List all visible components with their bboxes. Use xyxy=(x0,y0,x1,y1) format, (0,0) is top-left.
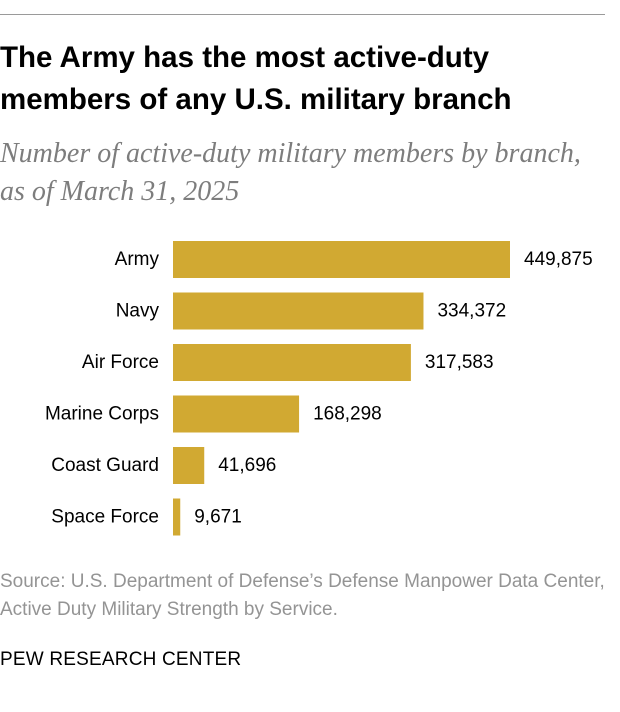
bar-chart: Army 449,875 Navy 334,372 Air Force 317,583 Ma… xyxy=(45,241,593,536)
value-label: 9,671 xyxy=(194,507,242,528)
top-rule xyxy=(0,14,605,15)
value-label: 449,875 xyxy=(524,249,593,270)
category-label: Navy xyxy=(116,301,160,322)
value-label: 168,298 xyxy=(313,404,382,425)
bar-row-army: Army 449,875 xyxy=(115,241,593,278)
pew-research-center-logo: PEW RESEARCH CENTER xyxy=(0,649,242,670)
category-label: Coast Guard xyxy=(51,455,159,476)
value-label: 334,372 xyxy=(437,301,506,322)
bar xyxy=(173,447,205,484)
bar xyxy=(173,344,411,381)
bar-row-marine-corps: Marine Corps 168,298 xyxy=(45,395,382,433)
value-label: 41,696 xyxy=(218,455,276,476)
bar xyxy=(173,498,181,536)
category-label: Army xyxy=(115,249,160,270)
bar-row-coast-guard: Coast Guard 41,696 xyxy=(51,447,276,484)
bar xyxy=(173,241,510,278)
chart-title: The Army has the most active-duty member… xyxy=(0,41,512,116)
bar-row-air-force: Air Force 317,583 xyxy=(82,344,494,381)
category-label: Marine Corps xyxy=(45,404,159,425)
bar-row-space-force: Space Force 9,671 xyxy=(51,498,242,536)
source-note: Source: U.S. Department of Defense’s Def… xyxy=(0,571,605,620)
bar-row-navy: Navy 334,372 xyxy=(116,292,506,330)
bar xyxy=(173,292,424,330)
chart-subtitle: Number of active-duty military members b… xyxy=(0,138,581,207)
bar xyxy=(173,395,300,433)
category-label: Space Force xyxy=(51,507,159,528)
value-label: 317,583 xyxy=(425,352,494,373)
category-label: Air Force xyxy=(82,352,159,373)
